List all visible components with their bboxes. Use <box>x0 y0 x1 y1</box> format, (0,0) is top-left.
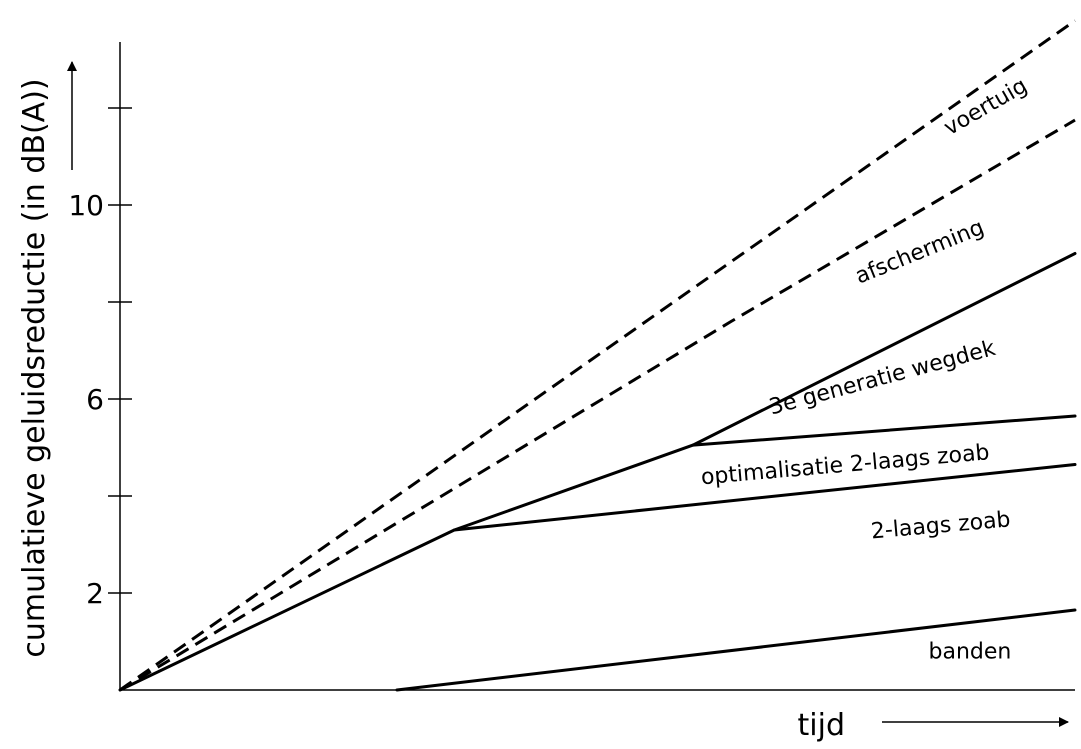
axes <box>119 42 1075 691</box>
series-line-dashed <box>119 19 1076 692</box>
band-label: 2-laags zoab <box>870 507 1012 544</box>
y-axis-label: cumulatieve geluidsreductie (in dB(A)) <box>17 78 52 657</box>
band-label: optimalisatie 2-laags zoab <box>700 440 990 490</box>
y-tick-labels: 2 6 10 <box>68 189 104 610</box>
series-line-solid <box>691 252 1077 447</box>
y-ticks <box>108 107 132 594</box>
band-label: afscherming <box>852 215 988 289</box>
y-tick-label: 6 <box>86 383 104 416</box>
band-label: banden <box>929 639 1012 664</box>
x-axis-label: tijd <box>798 708 845 743</box>
series-line-dashed <box>119 118 1076 692</box>
y-tick-label: 10 <box>68 189 104 222</box>
y-tick-label: 2 <box>86 577 104 610</box>
series-line-solid <box>395 608 1077 692</box>
band-labels: banden 2-laags zoab optimalisatie 2-laags … <box>700 73 1032 664</box>
series-lines <box>118 19 1077 692</box>
